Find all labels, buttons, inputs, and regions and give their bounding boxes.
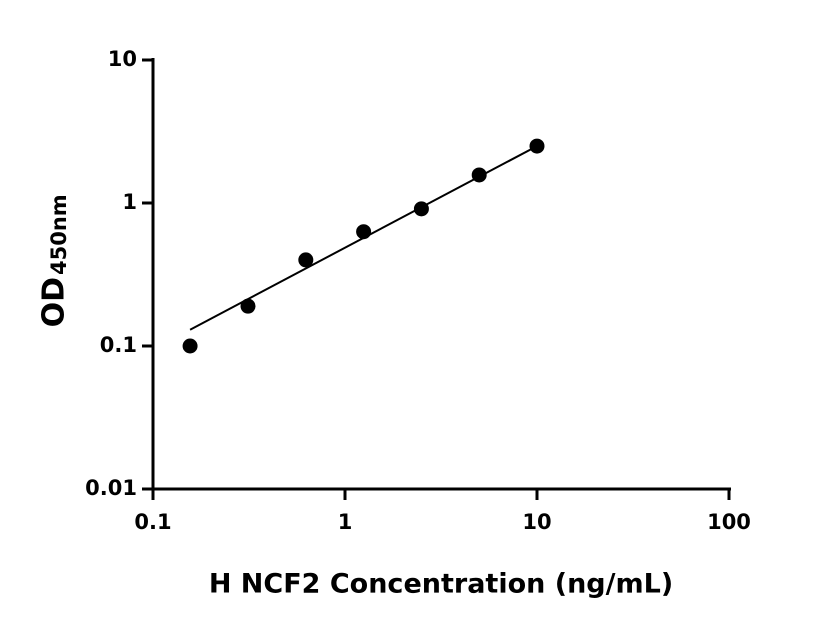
y-axis-label: OD: [37, 277, 72, 327]
point: [529, 138, 545, 154]
point: [240, 298, 256, 314]
y-axis-label-sub: 450nm: [47, 194, 71, 275]
point: [471, 167, 487, 183]
y-tick-label: 10: [108, 47, 137, 71]
point: [356, 224, 372, 240]
y-tick-label: 0.1: [100, 333, 137, 357]
x-tick-label: 100: [707, 510, 751, 534]
point: [182, 338, 198, 354]
x-axis-label: H NCF2 Concentration (ng/mL): [209, 569, 673, 600]
point: [298, 252, 314, 268]
x-tick-label: 10: [522, 510, 551, 534]
x-tick-label: 0.1: [134, 510, 171, 534]
point: [413, 201, 429, 217]
x-tick-label: 1: [338, 510, 353, 534]
y-tick-label: 1: [122, 190, 137, 214]
y-tick-label: 0.01: [85, 476, 137, 500]
